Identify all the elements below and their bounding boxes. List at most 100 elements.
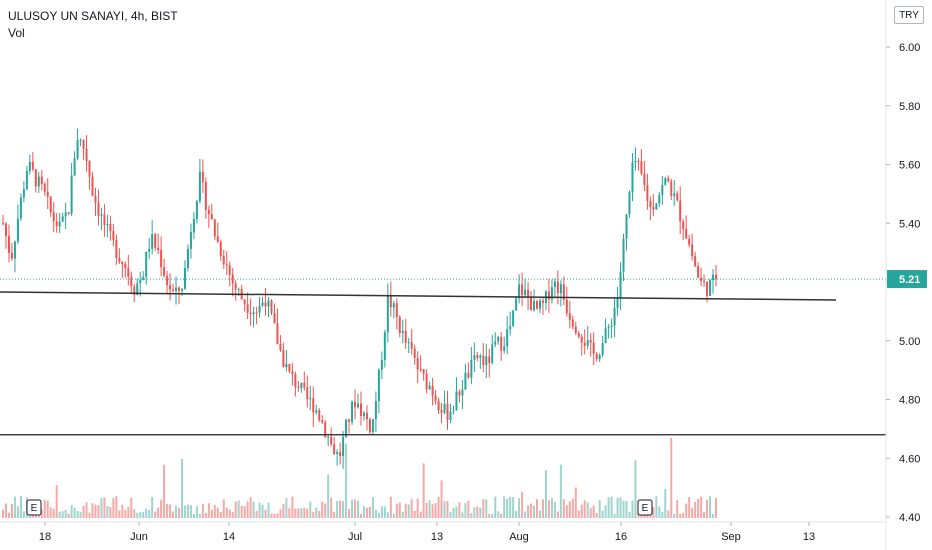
candle-body [538,300,541,309]
candle-body [151,234,154,249]
volume-bar [509,496,512,518]
candle-body [691,244,694,257]
volume-bar [207,503,210,518]
volume-bar [631,500,634,518]
volume-bar [527,505,530,518]
candle-body [94,195,97,203]
candle-body [592,342,595,354]
candle-body [565,299,568,314]
candle-body [362,412,365,416]
volume-bar [151,496,154,518]
volume-bar [133,509,136,518]
volume-bar [494,496,497,518]
candle-body [556,281,559,294]
volume-bar [318,510,321,518]
volume-bar [88,512,91,518]
candle-body [697,266,700,278]
volume-bar [357,500,360,518]
candle-body [622,238,625,272]
volume-bar [497,511,500,518]
candle-body [706,281,709,296]
candle-body [112,231,115,240]
volume-bar [547,500,550,518]
volume-bar [55,485,58,518]
candle-body [595,353,598,360]
candle-body [342,436,345,457]
candle-body [4,223,7,236]
volume-label[interactable]: Vol [8,26,25,40]
volume-bar [610,496,613,518]
volume-bar [76,511,79,518]
candle-body [377,369,380,402]
candle-body [157,247,160,251]
candle-body [70,175,73,214]
candle-body [192,218,195,233]
y-tick-label: 4.60 [899,453,920,465]
volume-bar [592,505,595,518]
symbol-title[interactable]: ULUSOY UN SANAYI, 4h, BIST [8,9,178,23]
candle-body [655,203,658,210]
volume-bar [255,510,258,518]
candle-body [145,251,148,277]
candle-body [494,341,497,345]
candle-body [613,308,616,326]
y-tick-label: 5.80 [899,101,920,113]
candle-body [610,325,613,327]
candle-body [700,277,703,281]
volume-bars [2,437,717,518]
candle-body [37,176,40,187]
volume-bar [425,502,428,518]
volume-bar [583,500,586,518]
volume-bar [204,512,207,518]
candle-body [625,214,628,239]
candle-body [371,419,374,433]
volume-bar [52,508,55,518]
volume-bar [351,499,354,518]
volume-bar [49,507,52,518]
candle-body [207,209,210,215]
volume-bar [336,501,339,518]
volume-bar [634,459,637,518]
volume-bar [449,512,452,518]
candle-body [434,395,437,401]
candle-body [139,279,142,284]
candle-body [389,295,392,308]
candle-body [73,158,76,176]
candle-body [446,403,449,420]
candle-body [31,161,34,170]
volume-bar [312,511,315,518]
volume-bar [401,511,404,518]
candle-body [658,194,661,204]
candle-body [115,239,118,259]
candle-body [619,271,622,299]
volume-bar [82,505,85,518]
volume-bar [613,513,616,518]
candle-body [470,359,473,378]
volume-bar [231,512,234,518]
candle-body [249,312,252,315]
currency-badge[interactable]: TRY [894,6,924,24]
candle-body [527,289,530,298]
candle-body [661,184,664,195]
volume-bar [437,496,440,518]
volume-bar [136,512,139,518]
candle-body [219,241,222,257]
candle-body [306,387,309,400]
candle-body [646,184,649,201]
candle-body [580,336,583,343]
candle-body [506,329,509,347]
volume-bar [127,506,130,518]
candle-body [330,436,333,445]
candle-body [336,452,339,454]
candle-body [166,275,169,286]
candle-body [183,267,186,289]
volume-bar [85,502,88,518]
candle-body [46,191,49,197]
candle-body [100,214,103,216]
volume-bar [464,503,467,518]
y-tick-label: 5.60 [899,160,920,172]
volume-bar [574,487,577,518]
candle-body [601,343,604,355]
volume-bar [43,500,46,518]
